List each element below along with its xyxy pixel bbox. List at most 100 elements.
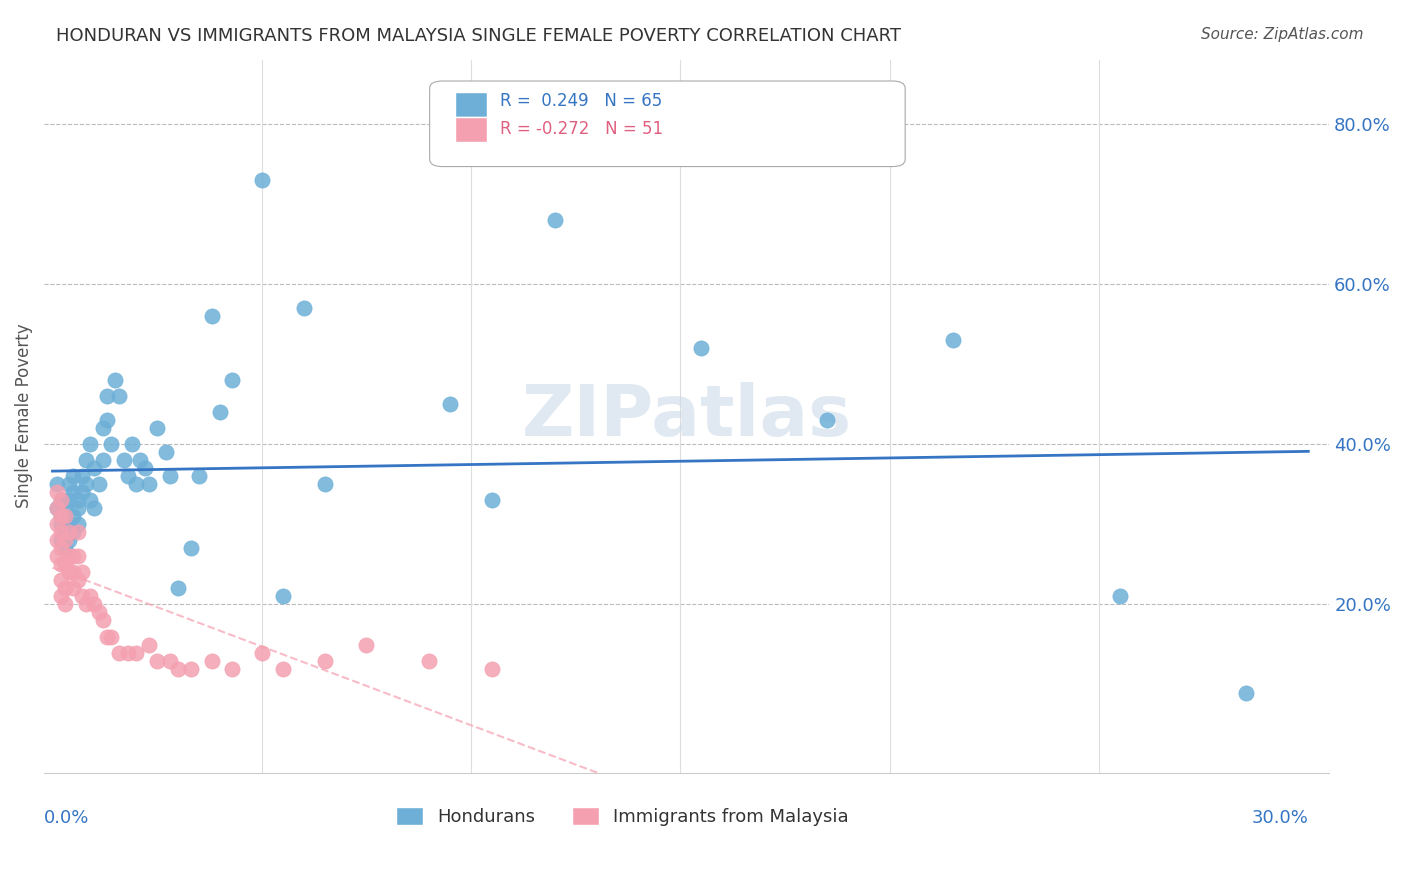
Point xyxy=(70,469,93,483)
Point xyxy=(188,469,211,483)
Point xyxy=(146,421,169,435)
Text: HONDURAN VS IMMIGRANTS FROM MALAYSIA SINGLE FEMALE POVERTY CORRELATION CHART: HONDURAN VS IMMIGRANTS FROM MALAYSIA SIN… xyxy=(56,27,901,45)
Point xyxy=(117,646,139,660)
Point xyxy=(690,341,713,355)
Bar xyxy=(456,117,488,142)
Bar xyxy=(456,92,488,117)
Point xyxy=(544,212,567,227)
Point xyxy=(167,582,190,596)
Point xyxy=(49,533,72,548)
Point xyxy=(146,654,169,668)
Point xyxy=(58,533,80,548)
Point xyxy=(70,485,93,500)
Point xyxy=(79,437,101,451)
Point xyxy=(75,453,97,467)
Point xyxy=(45,533,67,548)
Point xyxy=(167,662,190,676)
Point xyxy=(75,477,97,491)
Point xyxy=(159,654,181,668)
Point xyxy=(1109,590,1132,604)
Legend: Hondurans, Immigrants from Malaysia: Hondurans, Immigrants from Malaysia xyxy=(387,797,858,835)
Point xyxy=(815,413,838,427)
Point xyxy=(91,614,114,628)
Point xyxy=(91,421,114,435)
Point xyxy=(83,501,105,516)
Point xyxy=(79,590,101,604)
Point xyxy=(100,437,122,451)
Point xyxy=(941,333,963,347)
Point xyxy=(62,566,84,580)
Text: 0.0%: 0.0% xyxy=(44,809,90,827)
Point xyxy=(96,630,118,644)
Point xyxy=(83,461,105,475)
Point xyxy=(180,541,202,556)
Point xyxy=(53,509,76,524)
Point xyxy=(134,461,156,475)
Point xyxy=(45,501,67,516)
Point xyxy=(271,662,294,676)
Point xyxy=(439,397,461,411)
Point xyxy=(200,654,222,668)
Point xyxy=(138,638,160,652)
Point xyxy=(49,509,72,524)
Point xyxy=(96,413,118,427)
Point xyxy=(49,493,72,508)
Point xyxy=(271,590,294,604)
Point xyxy=(180,662,202,676)
Point xyxy=(125,646,148,660)
Point xyxy=(87,606,110,620)
Point xyxy=(418,654,440,668)
Point xyxy=(117,469,139,483)
Point xyxy=(96,389,118,403)
Point xyxy=(66,525,89,540)
Point xyxy=(75,598,97,612)
Point xyxy=(91,453,114,467)
Point xyxy=(221,373,243,387)
Point xyxy=(66,549,89,564)
Point xyxy=(49,525,72,540)
Point xyxy=(53,541,76,556)
Y-axis label: Single Female Poverty: Single Female Poverty xyxy=(15,324,32,508)
Point xyxy=(49,541,72,556)
Point xyxy=(53,558,76,572)
Point xyxy=(104,373,127,387)
Point xyxy=(62,485,84,500)
Point xyxy=(49,574,72,588)
Point xyxy=(53,582,76,596)
Point xyxy=(53,533,76,548)
Point xyxy=(138,477,160,491)
Point xyxy=(53,598,76,612)
Point xyxy=(159,469,181,483)
Point xyxy=(108,646,131,660)
Point xyxy=(108,389,131,403)
Point xyxy=(53,509,76,524)
Point xyxy=(66,517,89,532)
Point xyxy=(100,630,122,644)
Point xyxy=(121,437,143,451)
Point xyxy=(481,662,503,676)
Point xyxy=(58,493,80,508)
Point xyxy=(70,590,93,604)
Point xyxy=(45,517,67,532)
FancyBboxPatch shape xyxy=(430,81,905,167)
Point xyxy=(53,525,76,540)
Text: 30.0%: 30.0% xyxy=(1251,809,1309,827)
Point xyxy=(62,469,84,483)
Point xyxy=(200,309,222,323)
Point xyxy=(58,566,80,580)
Point xyxy=(62,582,84,596)
Text: ZIPatlas: ZIPatlas xyxy=(522,382,852,450)
Point xyxy=(58,525,80,540)
Point xyxy=(129,453,152,467)
Point xyxy=(314,654,336,668)
Point xyxy=(62,525,84,540)
Point xyxy=(58,549,80,564)
Point xyxy=(49,558,72,572)
Point xyxy=(221,662,243,676)
Point xyxy=(58,517,80,532)
Point xyxy=(66,493,89,508)
Point xyxy=(49,590,72,604)
Point xyxy=(125,477,148,491)
Point xyxy=(70,566,93,580)
Text: R =  0.249   N = 65: R = 0.249 N = 65 xyxy=(501,92,662,110)
